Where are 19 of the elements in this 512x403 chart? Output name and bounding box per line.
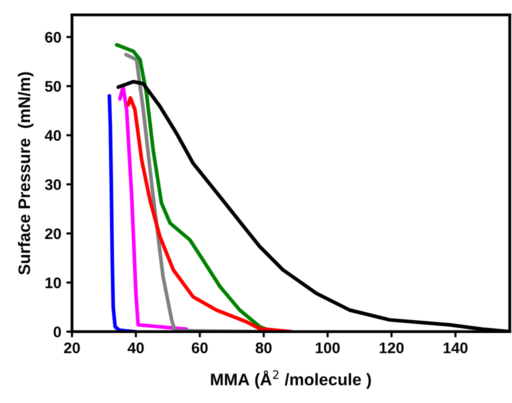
line-series xyxy=(108,94,137,332)
x-tick-label: 140 xyxy=(444,342,468,354)
line-series xyxy=(118,84,188,332)
y-tick-label: 20 xyxy=(45,228,61,240)
y-tick-label: 10 xyxy=(46,277,61,288)
x-tick-label: 120 xyxy=(380,342,404,354)
x-axis-title: MMA (Å$^{2}$ /molecule ) xyxy=(211,370,371,389)
y-tick-label: 50 xyxy=(45,80,61,92)
y-axis-title: Surface Pressure (mN/m) xyxy=(18,72,34,275)
x-tick-label: 60 xyxy=(192,342,208,354)
x-tick-label: 20 xyxy=(64,342,80,354)
x-tick-label: 80 xyxy=(256,342,272,354)
y-tick-label: 40 xyxy=(44,130,61,141)
x-tick-label: 100 xyxy=(316,342,340,354)
y-tick-label: 0 xyxy=(54,326,61,338)
x-tick-label: 40 xyxy=(128,342,144,354)
y-tick-label: 60 xyxy=(45,32,61,43)
line-series xyxy=(126,96,293,332)
y-tick-label: 30 xyxy=(44,179,61,190)
